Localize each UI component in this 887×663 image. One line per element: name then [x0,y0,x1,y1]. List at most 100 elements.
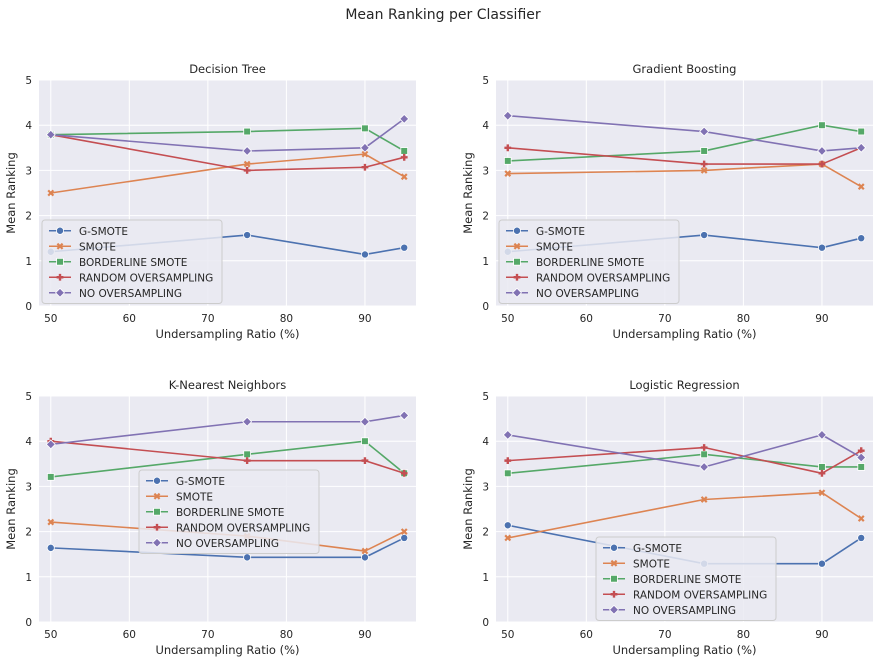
subplot-title: K-Nearest Neighbors [169,378,286,392]
series-no-oversampling [45,410,410,450]
x-axis-label: Undersampling Ratio (%) [612,327,756,341]
legend: G-SMOTE SMOTE BORDERLINE SMOTE RANDOM OVERS… [498,219,680,304]
y-tick-label: 3 [25,165,32,177]
subplot-title: Decision Tree [189,62,266,76]
point-smote [700,167,708,174]
legend-marker [513,257,521,266]
x-tick-label: 60 [123,629,136,641]
x-tick-label: 60 [580,313,593,325]
y-tick-label: 3 [25,481,32,493]
point-random-oversampling [818,160,826,168]
point-smote [504,170,512,177]
point-g-smote [817,243,826,252]
point-no-oversampling [242,416,253,427]
point-random-oversampling [361,457,369,465]
subplot-gradient-boosting: 0 1 2 3 4 5 50 60 70 80 90 Gradient Boosting Undersa… [461,62,873,341]
y-tick-label: 2 [25,527,32,539]
legend-marker [610,574,618,583]
subplot-decision-tree: 0 1 2 3 4 5 50 60 70 80 90 Decision Tree Undersampli… [4,62,416,341]
y-tick-label: 5 [25,391,32,403]
legend-marker [153,507,161,516]
legend-label: BORDERLINE SMOTE [79,257,187,269]
y-tick-label: 1 [25,572,32,584]
y-tick-label: 4 [482,120,489,132]
legend-entry-borderline-smote: BORDERLINE SMOTE [603,574,741,586]
point-no-oversampling [502,110,513,121]
series-no-oversampling [502,110,867,156]
point-borderline-smote [361,124,369,133]
point-random-oversampling [400,153,408,161]
y-tick-label: 2 [25,211,32,223]
series-no-oversampling [45,113,410,156]
legend-entry-smote: SMOTE [146,491,213,503]
legend-label: SMOTE [633,558,670,570]
legend-entry-smote: SMOTE [603,558,670,570]
point-borderline-smote [818,463,826,471]
point-no-oversampling [359,416,370,427]
subplot-title: Gradient Boosting [633,62,737,76]
line-random-oversampling [50,133,405,172]
legend-marker [56,226,65,235]
point-g-smote [360,553,369,562]
point-borderline-smote [361,437,369,445]
point-no-oversampling [359,142,370,153]
point-random-oversampling [700,444,708,451]
point-smote [361,547,369,555]
y-tick-label: 2 [482,211,489,223]
point-smote [504,534,512,542]
line-no-oversampling [50,414,405,446]
legend-label: SMOTE [536,241,573,253]
legend-entry-g-smote: G-SMOTE [49,226,128,238]
series-smote [504,489,865,542]
legend-marker [513,242,521,250]
point-g-smote [46,543,55,552]
legend-label: NO OVERSAMPLING [536,288,639,300]
point-borderline-smote [243,127,251,136]
y-axis-label: Mean Ranking [4,152,18,234]
point-no-oversampling [699,461,710,472]
y-tick-label: 5 [482,75,489,87]
legend-box [498,219,680,304]
legend-label: SMOTE [176,491,213,503]
x-tick-label: 80 [737,313,750,325]
line-random-oversampling [507,147,862,165]
y-tick-label: 3 [482,165,489,177]
legend-label: G-SMOTE [79,226,128,238]
y-tick-label: 5 [25,75,32,87]
point-random-oversampling [243,457,251,465]
point-smote [47,518,55,526]
point-smote [400,173,408,181]
x-tick-label: 70 [658,629,671,641]
point-borderline-smote [400,147,409,155]
point-borderline-smote [503,157,512,165]
point-smote [700,496,708,503]
legend-label: RANDOM OVERSAMPLING [633,589,767,601]
legend-label: BORDERLINE SMOTE [536,257,644,269]
x-tick-label: 70 [201,313,214,325]
legend-entry-no-oversampling: NO OVERSAMPLING [603,605,736,617]
series-smote [47,150,408,197]
legend-entry-borderline-smote: BORDERLINE SMOTE [146,507,284,519]
legend-entry-g-smote: G-SMOTE [506,226,585,238]
legend-entry-smote: SMOTE [49,241,116,253]
x-tick-label: 80 [280,629,293,641]
point-no-oversampling [856,452,867,463]
point-borderline-smote [46,473,55,481]
x-tick-label: 50 [44,629,57,641]
legend-marker [56,242,64,250]
point-g-smote [700,231,709,240]
line-no-oversampling [50,118,405,152]
point-random-oversampling [400,469,408,477]
y-axis-label: Mean Ranking [461,468,475,550]
legend-label: BORDERLINE SMOTE [176,507,284,519]
line-random-oversampling [50,440,405,475]
legend-entry-random-oversampling: RANDOM OVERSAMPLING [603,589,767,601]
point-borderline-smote [503,469,512,478]
point-borderline-smote [700,450,708,459]
x-tick-label: 50 [501,629,514,641]
line-smote [507,491,862,539]
x-axis-label: Undersampling Ratio (%) [155,643,299,657]
legend-marker [610,543,619,552]
y-tick-label: 3 [482,481,489,493]
point-smote [361,150,369,158]
